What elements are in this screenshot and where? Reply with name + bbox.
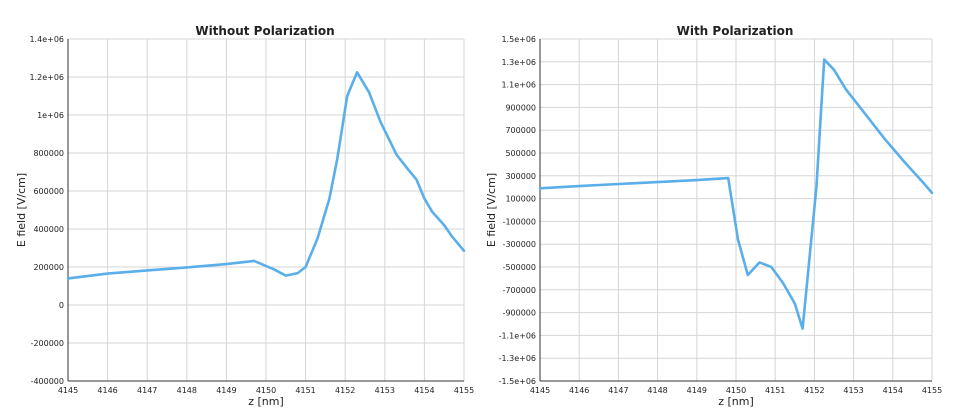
y-tick-label: 500000 — [505, 149, 536, 158]
x-tick-label: 4146 — [569, 386, 589, 395]
y-tick-label: 400000 — [33, 225, 64, 234]
y-axis-label: E field [V/cm] — [15, 173, 28, 247]
x-tick-label: 4145 — [530, 386, 550, 395]
x-tick-label: 4149 — [687, 386, 707, 395]
chart-title: With Polarization — [677, 24, 794, 38]
x-tick-label: 4151 — [765, 386, 785, 395]
y-tick-label: -1.3e+06 — [499, 354, 536, 363]
x-tick-label: 4153 — [375, 386, 395, 395]
x-tick-label: 4147 — [137, 386, 157, 395]
y-tick-label: 1e+06 — [37, 111, 64, 120]
y-tick-label: -500000 — [503, 263, 536, 272]
y-tick-label: 200000 — [33, 263, 64, 272]
y-tick-label: -700000 — [503, 286, 536, 295]
x-tick-label: 4151 — [295, 386, 315, 395]
x-tick-label: 4154 — [883, 386, 903, 395]
x-tick-label: 4152 — [335, 386, 355, 395]
chart-1: 4145 4146 4147 4148 4149 4150 4151 4152 4153 4154… — [15, 24, 474, 408]
chart-2: 4145 4146 4147 4148 4149 4150 4151 4152 4153 4154… — [485, 24, 942, 408]
y-tick-label: 1.1e+06 — [501, 81, 536, 90]
x-tick-label: 4146 — [97, 386, 117, 395]
y-axis-label: E field [V/cm] — [485, 173, 498, 247]
y-tick-label: -100000 — [503, 217, 536, 226]
y-tick-label: -1.5e+06 — [499, 377, 536, 386]
x-axis-label: z [nm] — [248, 395, 284, 408]
series-line — [538, 58, 934, 330]
x-tick-label: 4145 — [58, 386, 78, 395]
y-tick-label: 1.3e+06 — [501, 58, 536, 67]
x-tick-label: 4155 — [922, 386, 942, 395]
series-line — [66, 71, 466, 280]
x-tick-label: 4155 — [454, 386, 474, 395]
y-tick-label: 700000 — [505, 126, 536, 135]
x-tick-label: 4148 — [177, 386, 197, 395]
y-tick-label: 800000 — [33, 149, 64, 158]
x-tick-label: 4150 — [256, 386, 276, 395]
x-tick-label: 4150 — [726, 386, 746, 395]
x-tick-label: 4149 — [216, 386, 236, 395]
y-tick-label: -900000 — [503, 309, 536, 318]
y-tick-label: 100000 — [505, 195, 536, 204]
y-tick-label: -200000 — [31, 339, 64, 348]
y-tick-label: 1.2e+06 — [29, 73, 64, 82]
y-tick-label: 1.5e+06 — [501, 35, 536, 44]
y-tick-label: -300000 — [503, 240, 536, 249]
y-tick-label: 1.4e+06 — [29, 35, 64, 44]
x-tick-label: 4153 — [843, 386, 863, 395]
y-tick-label: -1.1e+06 — [499, 331, 536, 340]
y-tick-label: 300000 — [505, 172, 536, 181]
x-tick-label: 4154 — [414, 386, 434, 395]
chart-title: Without Polarization — [195, 24, 334, 38]
y-tick-label: -400000 — [31, 377, 64, 386]
y-tick-label: 0 — [59, 301, 64, 310]
x-axis-label: z [nm] — [718, 395, 754, 408]
x-tick-label: 4148 — [647, 386, 667, 395]
x-tick-label: 4147 — [608, 386, 628, 395]
x-tick-label: 4152 — [804, 386, 824, 395]
y-tick-label: 900000 — [505, 103, 536, 112]
y-tick-label: 600000 — [33, 187, 64, 196]
